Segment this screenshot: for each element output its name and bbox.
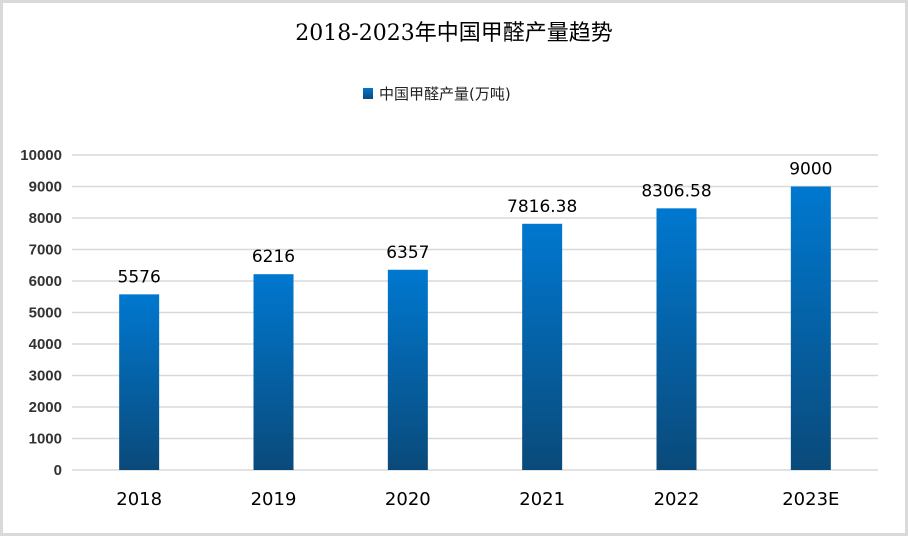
bar [253,274,294,470]
x-tick-label: 2022 [654,489,700,510]
y-tick-label: 0 [54,462,62,479]
y-tick-label: 10000 [20,147,62,164]
bar [387,269,428,470]
data-label: 9000 [789,160,832,180]
x-tick-label: 2019 [251,489,297,510]
y-tick-label: 4000 [29,336,62,353]
bar [119,294,160,470]
data-label: 7816.38 [507,197,577,217]
y-tick-label: 2000 [29,399,62,416]
bar [656,208,697,471]
y-tick-label: 8000 [29,210,62,227]
data-label: 8306.58 [641,181,711,201]
x-tick-label: 2021 [519,489,565,510]
legend: 中国甲醛产量(万吨) [363,85,511,103]
x-tick-label: 2018 [116,489,162,510]
data-label: 6216 [252,247,295,267]
y-tick-label: 6000 [29,273,62,290]
legend-label: 中国甲醛产量(万吨) [379,85,511,103]
data-label: 6357 [386,243,429,263]
bar [522,223,563,470]
legend-swatch [363,88,373,99]
chart-title: 2018-2023年中国甲醛产量趋势 [295,21,612,46]
y-tick-label: 1000 [29,431,62,448]
x-tick-label: 2020 [385,489,431,510]
y-tick-label: 3000 [29,368,62,385]
y-tick-label: 7000 [29,242,62,259]
y-tick-label: 9000 [29,179,62,196]
bar [790,186,831,470]
data-label: 5576 [118,267,161,287]
y-tick-label: 5000 [29,305,62,322]
x-tick-label: 2023E [782,489,839,510]
